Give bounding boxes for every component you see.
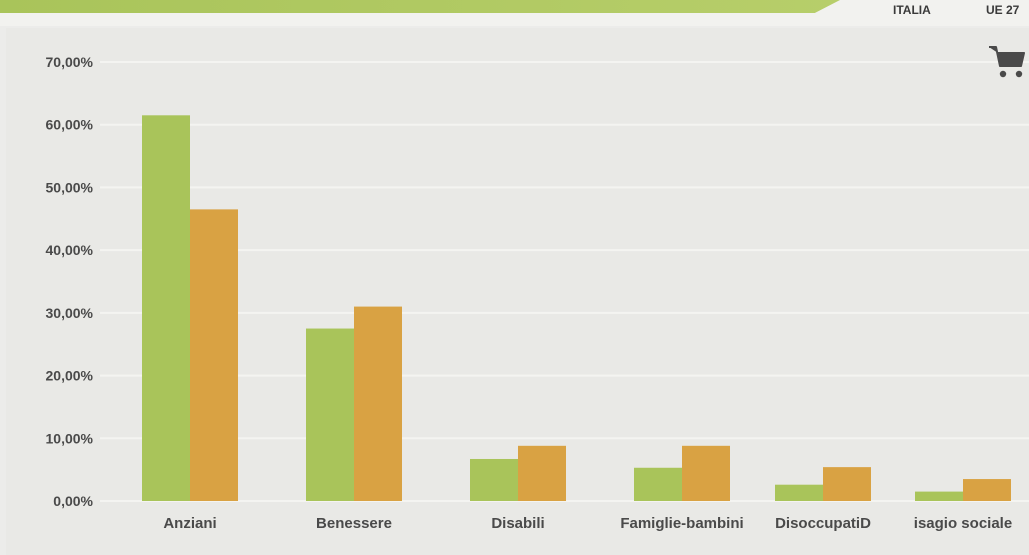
bar-ue27: [682, 445, 730, 501]
y-tick-label: 60,00%: [46, 117, 94, 133]
x-category-label: Disabili: [491, 515, 544, 532]
bar-ue27: [823, 467, 871, 501]
x-category-label: Benessere: [316, 515, 392, 532]
bar-ue27: [963, 479, 1011, 501]
legend-italia: ITALIA: [893, 3, 931, 17]
y-tick-label: 40,00%: [46, 242, 94, 258]
x-category-label: isagio sociale: [914, 515, 1012, 532]
y-tick-label: 0,00%: [53, 493, 93, 509]
y-tick-label: 20,00%: [46, 368, 94, 384]
x-category-label: Anziani: [163, 515, 216, 532]
y-tick-label: 50,00%: [46, 179, 94, 195]
bar-italia: [634, 467, 682, 501]
y-tick-label: 30,00%: [46, 305, 94, 321]
bar-italia: [915, 491, 963, 501]
bar-ue27: [518, 445, 566, 501]
bars: [142, 115, 1011, 502]
x-axis-categories: Anziani Benessere Disabili Famiglie-bambini…: [163, 515, 1012, 532]
y-axis-ticks: 0,00% 10,00% 20,00% 30,00% 40,00% 50,00% 60,00…: [46, 54, 94, 509]
x-category-label: DisoccupatiD: [775, 515, 871, 532]
bar-italia: [470, 458, 518, 501]
x-category-label: Famiglie-bambini: [620, 515, 743, 532]
y-tick-label: 10,00%: [46, 430, 94, 446]
title-banner: [0, 0, 840, 13]
bar-ue27: [190, 209, 238, 501]
bar-italia: [306, 328, 354, 501]
shopping-cart-icon: [989, 46, 1025, 78]
bar-ue27: [354, 306, 402, 501]
grid-lines: [100, 61, 1029, 502]
bar-italia: [775, 484, 823, 501]
y-tick-label: 70,00%: [46, 54, 94, 70]
bar-italia: [142, 115, 190, 502]
legend-ue27: UE 27: [986, 3, 1020, 17]
